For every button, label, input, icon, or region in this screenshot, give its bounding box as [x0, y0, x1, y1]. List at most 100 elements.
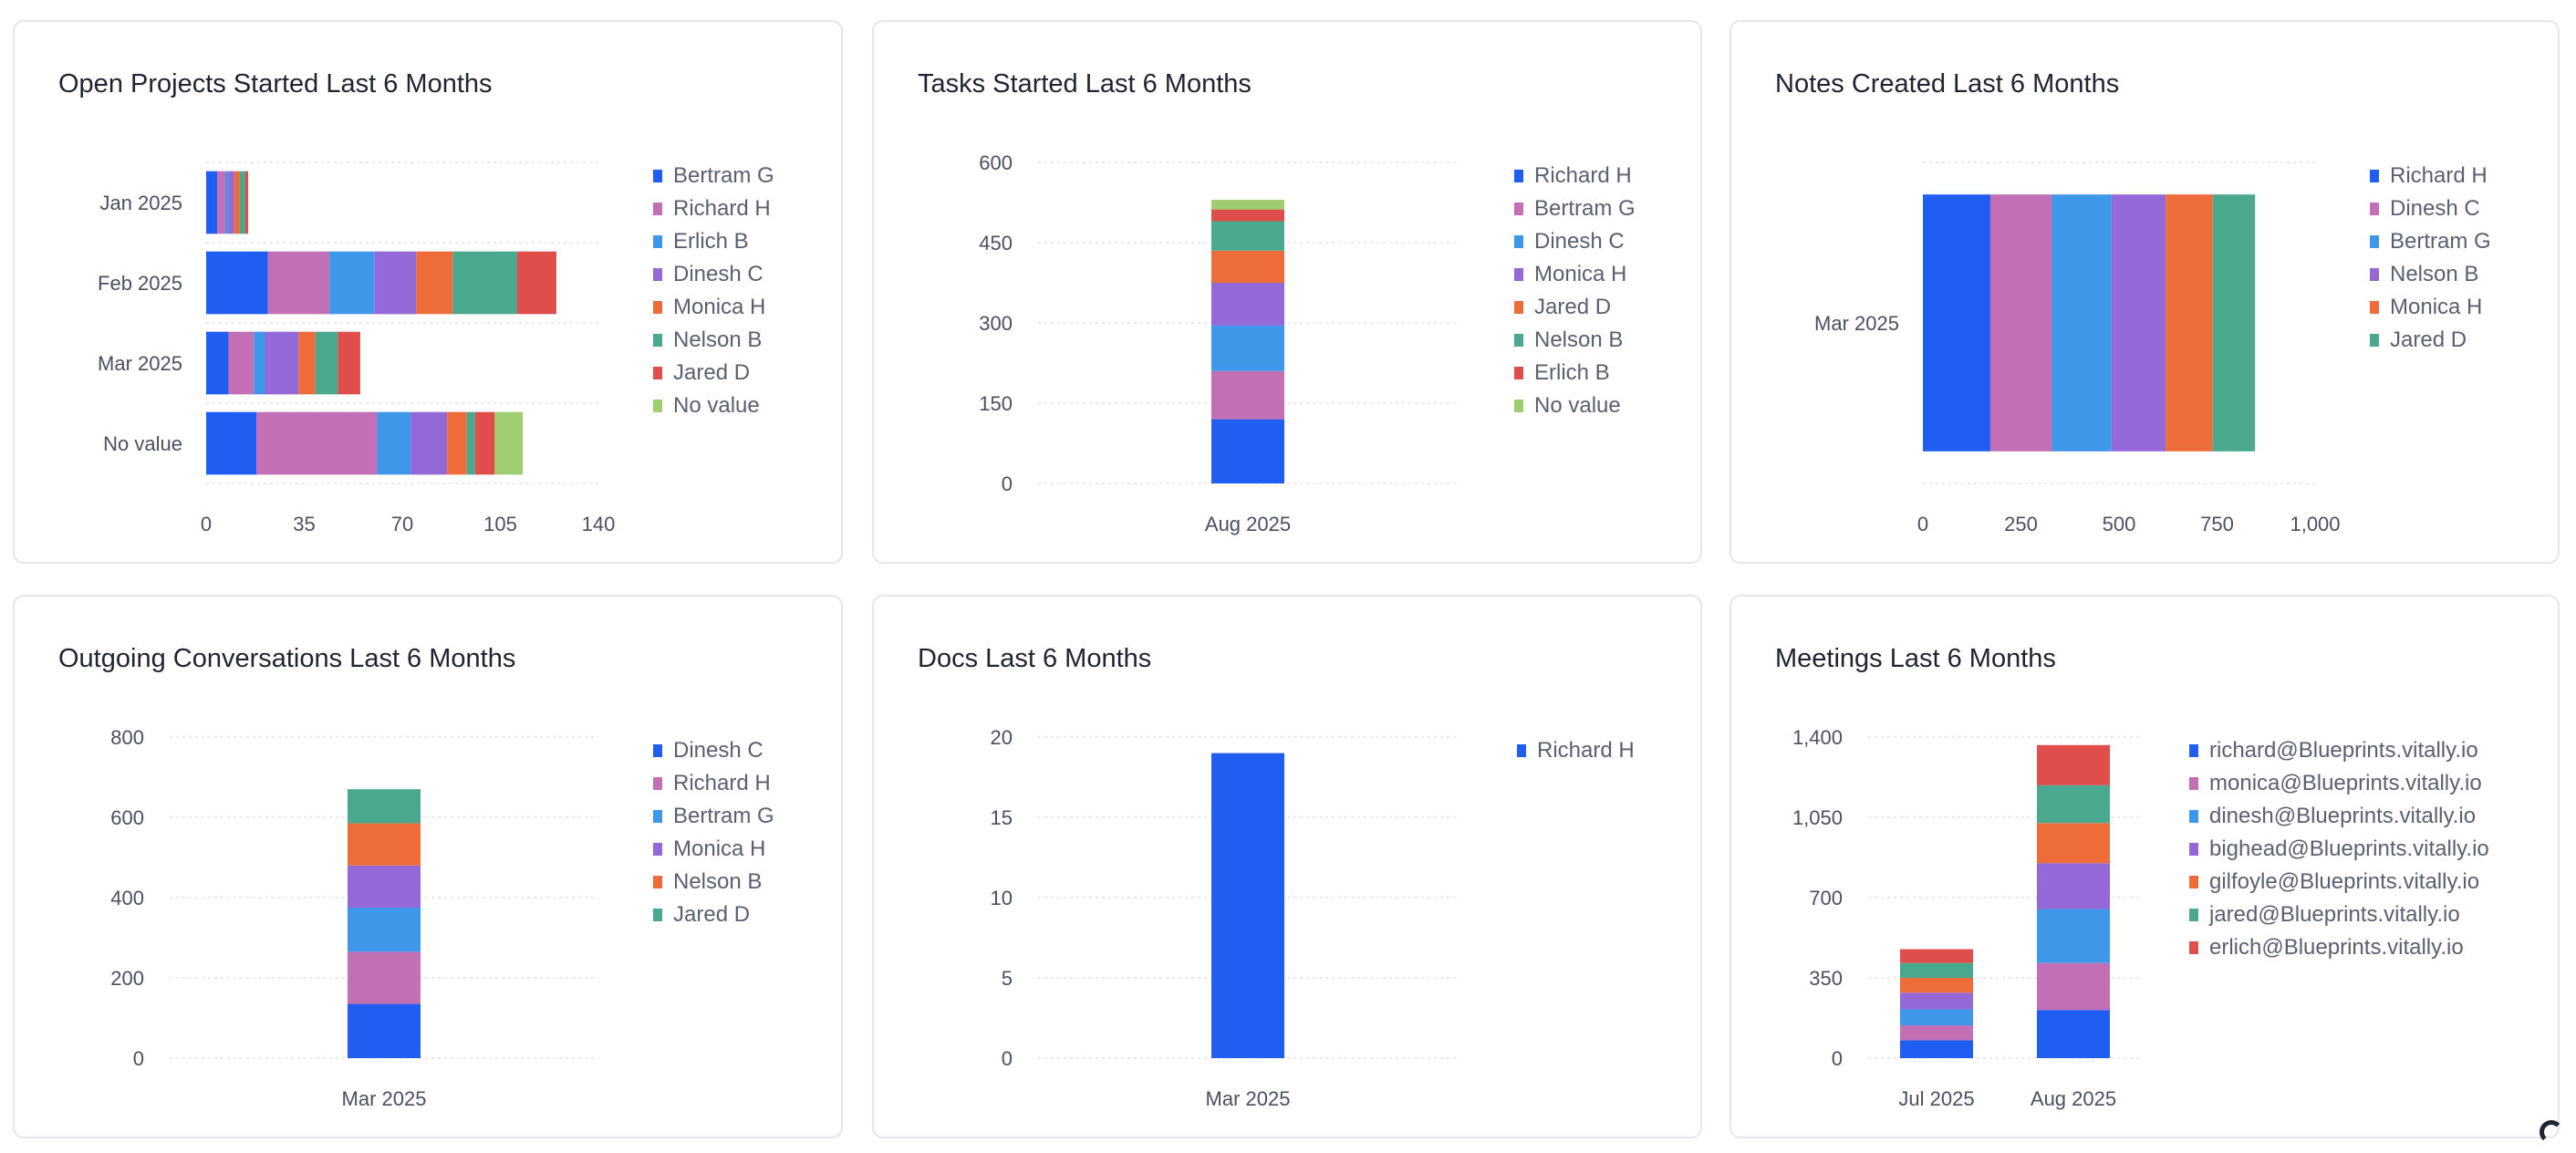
legend-label: Dinesh C	[673, 738, 763, 763]
legend-swatch	[1514, 334, 1523, 347]
legend-swatch	[653, 268, 662, 281]
legend-swatch	[1514, 203, 1523, 215]
bar-segment	[374, 251, 417, 315]
bar-segment	[1900, 978, 1973, 993]
legend-swatch	[1514, 367, 1523, 379]
x-tick-label: 500	[2103, 513, 2136, 535]
bar-segment	[1211, 200, 1284, 210]
y-tick-label: 300	[979, 312, 1013, 335]
bar-segment	[338, 331, 360, 395]
legend-label: erlich@Blueprints.vitally.io	[2209, 935, 2464, 960]
x-tick-label: 70	[391, 513, 413, 535]
legend-swatch	[653, 876, 662, 888]
bar-segment	[348, 865, 421, 908]
legend-label: jared@Blueprints.vitally.io	[2208, 902, 2460, 927]
chart-svg: 0 5 10 15 20 Mar 2025 Richard H	[991, 726, 1635, 1110]
legend-swatch	[653, 400, 662, 412]
x-category-label: Aug 2025	[1205, 513, 1291, 535]
legend-label: Dinesh C	[2390, 196, 2480, 221]
x-tick-label: 1,000	[2290, 513, 2340, 535]
legend-label: bighead@Blueprints.vitally.io	[2209, 836, 2489, 861]
card-title: Tasks Started Last 6 Months	[918, 69, 1252, 99]
legend-label: Jared D	[673, 360, 750, 385]
chart-card-tasks: Tasks Started Last 6 Months 0 150 300 450 60…	[872, 20, 1702, 564]
legend-swatch	[653, 843, 662, 856]
card-title: Notes Created Last 6 Months	[1775, 69, 2120, 99]
x-category-label: Jul 2025	[1898, 1087, 1974, 1110]
x-tick-label: 105	[483, 513, 517, 535]
bar-segment	[206, 251, 268, 315]
legend-label: Nelson B	[673, 869, 762, 894]
legend-label: Richard H	[1537, 738, 1635, 763]
y-tick-label: 350	[1809, 967, 1843, 990]
legend-label: Monica H	[2390, 295, 2482, 319]
legend-swatch	[1514, 170, 1523, 182]
bar-segment	[315, 331, 338, 395]
legend-label: richard@Blueprints.vitally.io	[2209, 738, 2478, 763]
legend-swatch	[653, 203, 662, 215]
legend-swatch	[653, 367, 662, 379]
legend-label: Nelson B	[673, 327, 762, 352]
x-tick-label: 0	[201, 513, 212, 535]
bar-segment	[1900, 1025, 1973, 1041]
legend-label: Richard H	[673, 771, 771, 795]
legend-swatch	[2370, 301, 2379, 314]
legend-label: gilfoyle@Blueprints.vitally.io	[2209, 869, 2479, 894]
legend-label: Bertram G	[673, 804, 774, 828]
bar-segment	[245, 171, 249, 234]
bar-segment	[1900, 992, 1973, 1010]
legend-swatch	[1514, 400, 1523, 412]
bar-segment	[1211, 209, 1284, 222]
legend-label: Bertram G	[2390, 229, 2491, 254]
legend-swatch	[2370, 268, 2379, 281]
y-tick-label: 10	[991, 887, 1013, 909]
chart-svg: 0 350 700 1,050 1,400 Jul 2025 Aug 2025 richard…	[1792, 726, 2489, 1110]
bar-segment	[2037, 909, 2110, 963]
bar-segment	[452, 251, 517, 315]
chart-card-conversations: Outgoing Conversations Last 6 Months 0 20…	[13, 595, 843, 1138]
legend-swatch	[2189, 810, 2198, 823]
card-title: Meetings Last 6 Months	[1775, 644, 2056, 673]
legend-label: Dinesh C	[673, 262, 763, 286]
y-tick-label: 5	[1002, 967, 1013, 990]
y-tick-label: 1,400	[1792, 726, 1843, 749]
y-tick-label: 0	[133, 1047, 144, 1070]
bar-segment	[466, 411, 475, 475]
legend-swatch	[653, 810, 662, 823]
legend-label: Nelson B	[1534, 327, 1623, 352]
legend-swatch	[653, 235, 662, 248]
legend-swatch	[2370, 203, 2379, 215]
bar-segment	[1211, 419, 1284, 483]
legend-swatch	[2370, 235, 2379, 248]
chart-card-meetings: Meetings Last 6 Months 0 350 700 1,050 1,400…	[1729, 595, 2563, 1144]
bar-segment	[239, 171, 245, 234]
bar-segment	[265, 331, 299, 395]
legend-swatch	[1517, 744, 1526, 757]
card-title: Outgoing Conversations Last 6 Months	[58, 644, 516, 673]
bar-segment	[2037, 962, 2110, 1011]
y-tick-label: 20	[991, 726, 1013, 749]
bar-segment	[206, 331, 229, 395]
y-tick-label: 1,050	[1792, 806, 1843, 829]
bar-segment	[1211, 221, 1284, 251]
x-category-label: Mar 2025	[342, 1087, 427, 1110]
legend-swatch	[1514, 268, 1523, 281]
bar-segment	[348, 951, 421, 1004]
y-tick-label: 0	[1832, 1047, 1843, 1070]
bar-segment	[474, 411, 495, 475]
y-tick-label: 600	[110, 806, 144, 829]
legend-label: No value	[1534, 393, 1621, 418]
legend-label: No value	[673, 393, 760, 418]
bar-segment	[494, 411, 524, 475]
bar-segment	[348, 789, 421, 824]
chart-svg: 0 150 300 450 600 Aug 2025 Richard H Bertram G D…	[979, 151, 1635, 535]
y-tick-label: 200	[110, 967, 144, 990]
legend-swatch	[1514, 235, 1523, 248]
bar-segment	[1211, 250, 1284, 283]
legend-label: Richard H	[673, 196, 771, 221]
bar-segment	[329, 251, 375, 315]
legend-swatch	[1514, 301, 1523, 314]
bar-segment	[1211, 283, 1284, 326]
bar-segment	[225, 171, 229, 234]
bar-segment	[217, 171, 226, 234]
